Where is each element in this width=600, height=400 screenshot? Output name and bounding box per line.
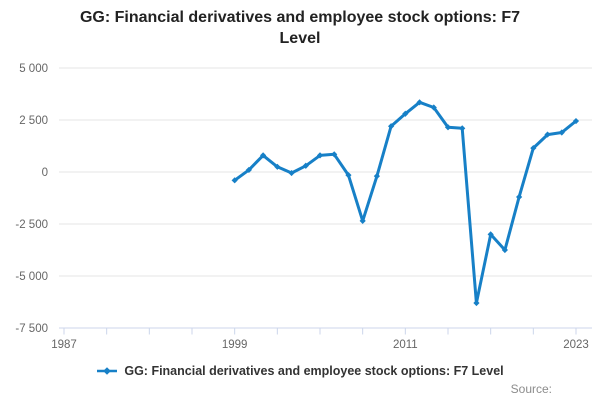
legend: GG: Financial derivatives and employee s… — [0, 364, 600, 378]
data-point-2006[interactable] — [331, 151, 338, 158]
x-axis-label: 1999 — [222, 339, 248, 351]
x-axis-label: 2011 — [393, 339, 418, 351]
data-point-2010[interactable] — [388, 123, 395, 130]
data-point-2008[interactable] — [359, 217, 366, 224]
data-point-2011[interactable] — [402, 110, 409, 117]
y-axis-label: -5 000 — [15, 271, 48, 283]
data-point-2021[interactable] — [544, 131, 551, 138]
data-point-2015[interactable] — [459, 125, 466, 132]
legend-line-marker-icon — [97, 367, 118, 375]
y-axis-label: -2 500 — [15, 219, 48, 231]
data-point-2003[interactable] — [288, 169, 295, 177]
data-point-2013[interactable] — [430, 104, 437, 111]
legend-item[interactable]: GG: Financial derivatives and employee s… — [96, 364, 504, 378]
data-point-2016[interactable] — [473, 299, 480, 307]
data-point-2005[interactable] — [316, 152, 324, 159]
data-point-2014[interactable] — [444, 124, 452, 131]
x-axis-label: 2023 — [563, 339, 589, 351]
y-axis-label: 2 500 — [19, 115, 48, 127]
data-point-2023[interactable] — [572, 117, 580, 125]
series-line — [233, 100, 578, 305]
data-point-2001[interactable] — [260, 152, 267, 159]
x-axis-label: 1987 — [51, 339, 77, 351]
data-point-2009[interactable] — [373, 173, 380, 180]
data-point-2007[interactable] — [345, 172, 352, 179]
source-label: Source: — [510, 382, 552, 396]
data-point-2019[interactable] — [516, 193, 523, 201]
data-point-2000[interactable] — [245, 166, 252, 174]
y-axis-label: -7 500 — [15, 323, 48, 335]
y-axis-label: 5 000 — [19, 63, 48, 75]
y-axis-label: 0 — [42, 167, 48, 179]
data-point-2002[interactable] — [274, 163, 281, 170]
data-point-2017[interactable] — [487, 231, 494, 238]
chart-title: GG: Financial derivatives and employee s… — [79, 9, 521, 47]
data-point-2018[interactable] — [501, 246, 508, 254]
data-point-2022[interactable] — [558, 129, 565, 136]
data-point-2004[interactable] — [302, 162, 309, 169]
data-point-2020[interactable] — [530, 144, 537, 152]
data-point-2012[interactable] — [416, 99, 423, 106]
data-point-1999[interactable] — [231, 177, 238, 184]
legend-series-label: GG: Financial derivatives and employee s… — [124, 364, 504, 378]
